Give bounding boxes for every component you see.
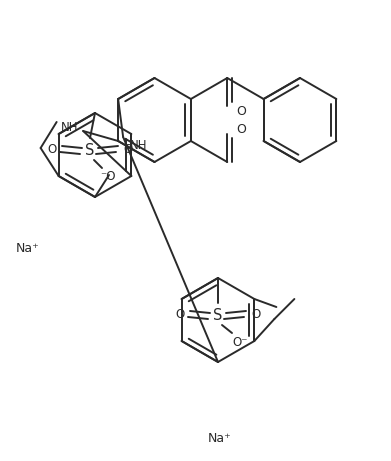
Text: S: S (213, 308, 223, 324)
Text: Na⁺: Na⁺ (16, 242, 40, 254)
Text: O: O (176, 307, 185, 320)
Text: Na⁺: Na⁺ (208, 431, 232, 444)
Text: S: S (85, 142, 95, 158)
Text: O: O (124, 142, 133, 155)
Text: O: O (47, 142, 57, 155)
Text: ⁻O: ⁻O (100, 170, 116, 183)
Text: O: O (251, 307, 261, 320)
Text: NH: NH (129, 138, 147, 152)
Text: O: O (236, 105, 246, 118)
Text: O: O (236, 123, 246, 136)
Text: NH: NH (60, 120, 78, 134)
Text: O⁻: O⁻ (232, 336, 248, 349)
